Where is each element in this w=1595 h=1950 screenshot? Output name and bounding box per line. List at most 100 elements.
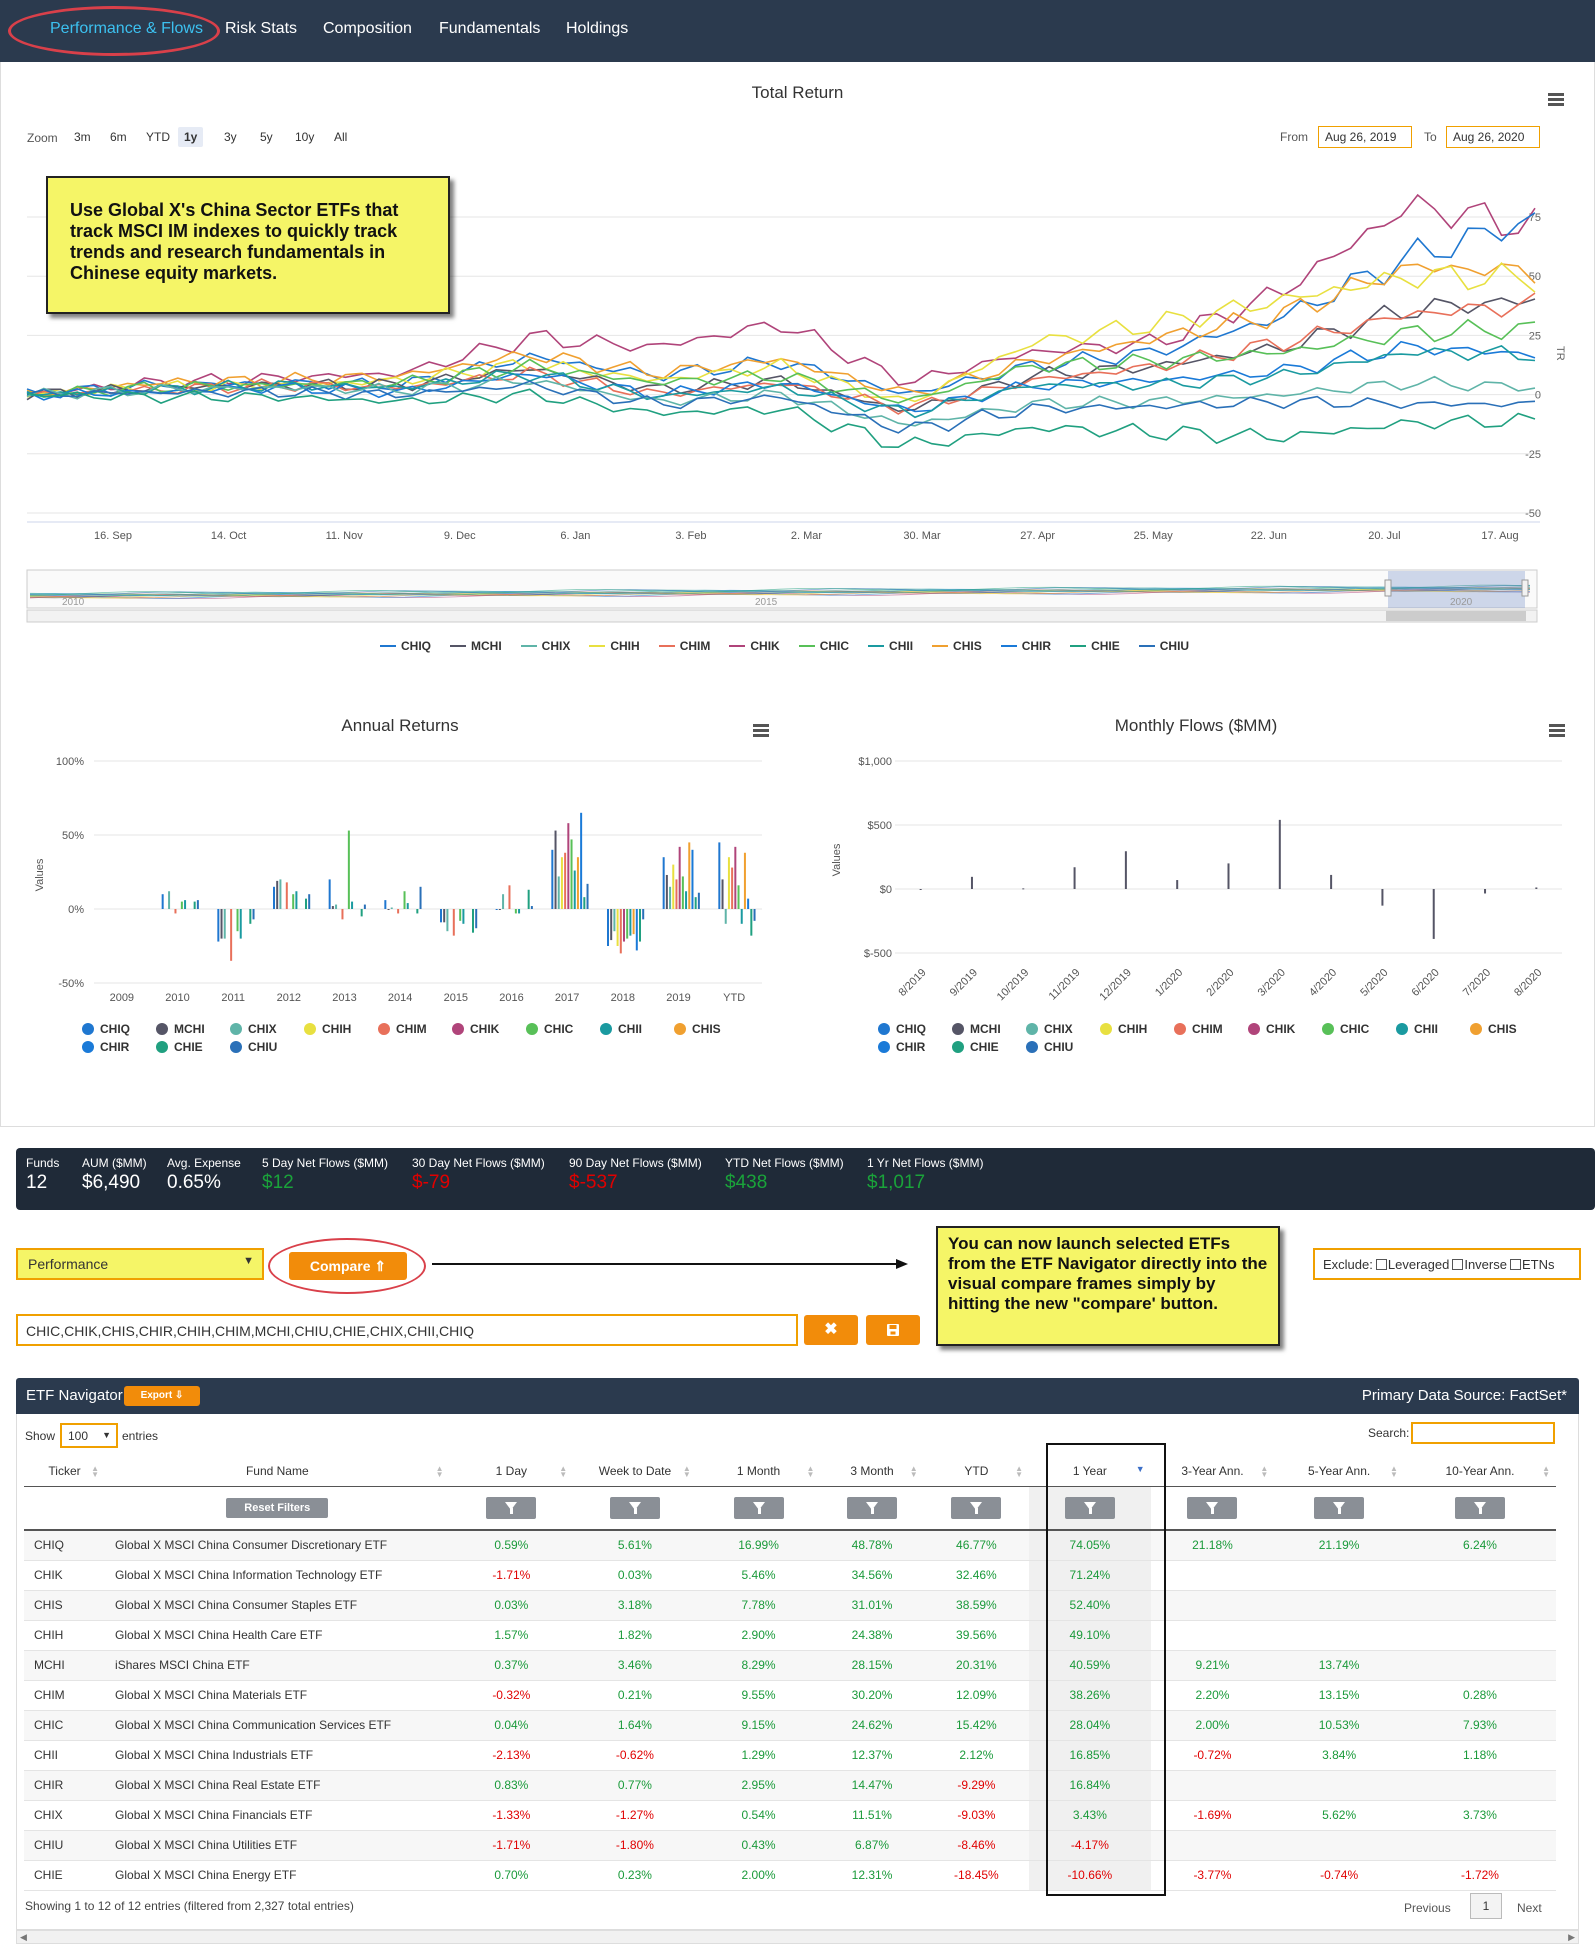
- annual-returns-legend-item-chii[interactable]: CHII: [600, 1022, 642, 1036]
- sort-icon[interactable]: ▲ ▼: [682, 1464, 691, 1479]
- sort-icon[interactable]: ▲ ▼: [1542, 1464, 1550, 1479]
- filter-icon[interactable]: [1314, 1496, 1365, 1519]
- column-header-5-year-ann-[interactable]: 5-Year Ann. ▲ ▼: [1274, 1456, 1404, 1487]
- filter-icon[interactable]: [1064, 1496, 1115, 1519]
- table-row[interactable]: CHIQ Global X MSCI China Consumer Discret…: [24, 1530, 1556, 1561]
- annual-returns-legend-item-chim[interactable]: CHIM: [378, 1022, 427, 1036]
- legend-item-chic[interactable]: CHIC: [798, 639, 849, 653]
- table-row[interactable]: CHIU Global X MSCI China Utilities ETF -1.…: [24, 1830, 1556, 1861]
- ticker-cell[interactable]: MCHI: [24, 1650, 106, 1681]
- monthly-flows-legend-item-chiq[interactable]: CHIQ: [878, 1022, 926, 1036]
- table-row[interactable]: CHIR Global X MSCI China Real Estate ETF 0…: [24, 1770, 1556, 1801]
- inverse-checkbox[interactable]: [1452, 1258, 1464, 1270]
- table-row[interactable]: CHIH Global X MSCI China Health Care ETF 1…: [24, 1620, 1556, 1651]
- fund-name-cell[interactable]: Global X MSCI China Health Care ETF: [105, 1620, 450, 1651]
- scroll-right-icon[interactable]: ▶: [1568, 1932, 1575, 1942]
- legend-item-chis[interactable]: CHIS: [932, 639, 982, 653]
- ticker-cell[interactable]: CHIM: [24, 1680, 106, 1711]
- legend-item-chih[interactable]: CHIH: [589, 639, 640, 653]
- sort-icon[interactable]: ▲ ▼: [1390, 1464, 1398, 1479]
- sort-icon[interactable]: ▲ ▼: [559, 1464, 568, 1479]
- monthly-flows-menu-icon[interactable]: [1549, 724, 1565, 737]
- zoom-ytd-button[interactable]: YTD: [146, 130, 170, 144]
- annual-returns-legend-item-chiu[interactable]: CHIU: [230, 1040, 277, 1054]
- monthly-flows-legend-item-mchi[interactable]: MCHI: [952, 1022, 1001, 1036]
- legend-item-chii[interactable]: CHII: [868, 639, 913, 653]
- fund-name-cell[interactable]: Global X MSCI China Consumer Discretiona…: [105, 1530, 450, 1561]
- legend-item-mchi[interactable]: MCHI: [450, 639, 502, 653]
- ticker-cell[interactable]: CHIR: [24, 1770, 106, 1801]
- column-header-fund-name[interactable]: Fund Name ▲ ▼: [105, 1456, 450, 1487]
- filter-icon[interactable]: [847, 1496, 898, 1519]
- column-header-1-day[interactable]: 1 Day ▲ ▼: [449, 1456, 574, 1487]
- etns-checkbox[interactable]: [1509, 1258, 1521, 1270]
- entries-select[interactable]: 100 ▼: [60, 1423, 118, 1448]
- tab-risk-stats[interactable]: Risk Stats: [225, 20, 298, 37]
- ticker-cell[interactable]: CHIK: [24, 1560, 106, 1591]
- scroll-left-icon[interactable]: ◀: [20, 1932, 27, 1942]
- column-header-3-month[interactable]: 3 Month ▲ ▼: [820, 1456, 924, 1487]
- column-header-10-year-ann-[interactable]: 10-Year Ann. ▲ ▼: [1403, 1456, 1556, 1487]
- total-return-menu-icon[interactable]: [1548, 93, 1564, 106]
- table-row[interactable]: CHIC Global X MSCI China Communication Se…: [24, 1710, 1556, 1741]
- legend-item-chix[interactable]: CHIX: [520, 639, 570, 653]
- annual-returns-menu-icon[interactable]: [753, 724, 769, 737]
- table-row[interactable]: CHIK Global X MSCI China Information Tech…: [24, 1560, 1556, 1591]
- monthly-flows-legend-item-chic[interactable]: CHIC: [1322, 1022, 1369, 1036]
- from-date-input[interactable]: Aug 26, 2019: [1318, 126, 1412, 148]
- ticker-cell[interactable]: CHII: [24, 1740, 106, 1771]
- monthly-flows-legend-item-chik[interactable]: CHIK: [1248, 1022, 1295, 1036]
- tab-fundamentals[interactable]: Fundamentals: [439, 20, 541, 37]
- legend-item-chim[interactable]: CHIM: [658, 639, 710, 653]
- compare-button[interactable]: Compare ⇑: [289, 1252, 407, 1280]
- sort-icon[interactable]: ▲ ▼: [909, 1464, 918, 1479]
- filter-icon[interactable]: [951, 1496, 1002, 1519]
- fund-name-cell[interactable]: Global X MSCI China Materials ETF: [105, 1680, 450, 1711]
- monthly-flows-legend-item-chii[interactable]: CHII: [1396, 1022, 1438, 1036]
- table-row[interactable]: CHIS Global X MSCI China Consumer Staples…: [24, 1590, 1556, 1621]
- horizontal-scrollbar[interactable]: ◀ ▶: [16, 1930, 1579, 1944]
- annual-returns-legend-item-chih[interactable]: CHIH: [304, 1022, 351, 1036]
- zoom-10y-button[interactable]: 10y: [295, 130, 315, 144]
- sort-icon[interactable]: ▲ ▼: [91, 1464, 100, 1479]
- sort-icon[interactable]: ▲ ▼: [1015, 1464, 1024, 1479]
- zoom-1y-button[interactable]: 1y: [178, 127, 204, 147]
- previous-page-button[interactable]: Previous: [1404, 1901, 1451, 1915]
- zoom-all-button[interactable]: All: [334, 130, 348, 144]
- annual-returns-legend-item-chiq[interactable]: CHIQ: [82, 1022, 130, 1036]
- filter-icon[interactable]: [1454, 1496, 1505, 1519]
- monthly-flows-legend-item-chix[interactable]: CHIX: [1026, 1022, 1073, 1036]
- fund-name-cell[interactable]: Global X MSCI China Financials ETF: [105, 1800, 450, 1831]
- annual-returns-legend-item-chis[interactable]: CHIS: [674, 1022, 721, 1036]
- filter-icon[interactable]: [486, 1496, 537, 1519]
- ticker-cell[interactable]: CHIU: [24, 1830, 106, 1861]
- column-header-3-year-ann-[interactable]: 3-Year Ann. ▲ ▼: [1150, 1456, 1275, 1487]
- annual-returns-legend-item-chir[interactable]: CHIR: [82, 1040, 129, 1054]
- monthly-flows-legend-item-chih[interactable]: CHIH: [1100, 1022, 1147, 1036]
- filter-icon[interactable]: [1187, 1496, 1238, 1519]
- column-header-1-month[interactable]: 1 Month ▲ ▼: [696, 1456, 821, 1487]
- table-row[interactable]: CHIM Global X MSCI China Materials ETF -0.…: [24, 1680, 1556, 1711]
- filter-icon[interactable]: [609, 1496, 660, 1519]
- search-input[interactable]: [1411, 1422, 1555, 1444]
- ticker-cell[interactable]: CHIS: [24, 1590, 106, 1621]
- fund-name-cell[interactable]: Global X MSCI China Industrials ETF: [105, 1740, 450, 1771]
- fund-name-cell[interactable]: Global X MSCI China Consumer Staples ETF: [105, 1590, 450, 1621]
- tab-composition[interactable]: Composition: [323, 20, 412, 37]
- column-header-ytd[interactable]: YTD ▲ ▼: [923, 1456, 1030, 1487]
- legend-item-chik[interactable]: CHIK: [729, 639, 780, 653]
- next-page-button[interactable]: Next: [1517, 1901, 1542, 1915]
- zoom-3m-button[interactable]: 3m: [74, 130, 91, 144]
- annual-returns-legend-item-chie[interactable]: CHIE: [156, 1040, 203, 1054]
- ticker-cell[interactable]: CHIX: [24, 1800, 106, 1831]
- zoom-6m-button[interactable]: 6m: [110, 130, 127, 144]
- sort-icon[interactable]: ▼: [1135, 1464, 1145, 1474]
- table-row[interactable]: CHII Global X MSCI China Industrials ETF -…: [24, 1740, 1556, 1771]
- page-1-button[interactable]: 1: [1470, 1893, 1502, 1919]
- leveraged-checkbox[interactable]: [1375, 1258, 1387, 1270]
- legend-item-chiu[interactable]: CHIU: [1138, 639, 1189, 653]
- annual-returns-legend-item-chic[interactable]: CHIC: [526, 1022, 573, 1036]
- column-header-week-to-date[interactable]: Week to Date ▲ ▼: [573, 1456, 697, 1487]
- annual-returns-legend-item-mchi[interactable]: MCHI: [156, 1022, 205, 1036]
- table-row[interactable]: CHIE Global X MSCI China Energy ETF 0.70% 0…: [24, 1860, 1556, 1891]
